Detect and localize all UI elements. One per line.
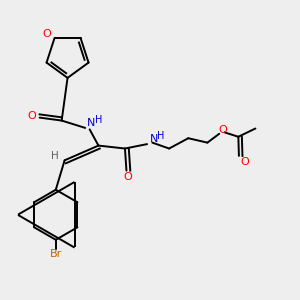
Text: H: H [158, 131, 165, 141]
Text: O: O [124, 172, 132, 182]
Text: N: N [87, 118, 95, 128]
Text: Br: Br [50, 249, 62, 259]
Text: O: O [240, 157, 249, 167]
Text: O: O [28, 111, 37, 121]
Text: H: H [51, 152, 59, 161]
Text: O: O [218, 125, 227, 135]
Text: N: N [149, 134, 158, 144]
Text: H: H [94, 115, 102, 125]
Text: O: O [43, 29, 52, 39]
